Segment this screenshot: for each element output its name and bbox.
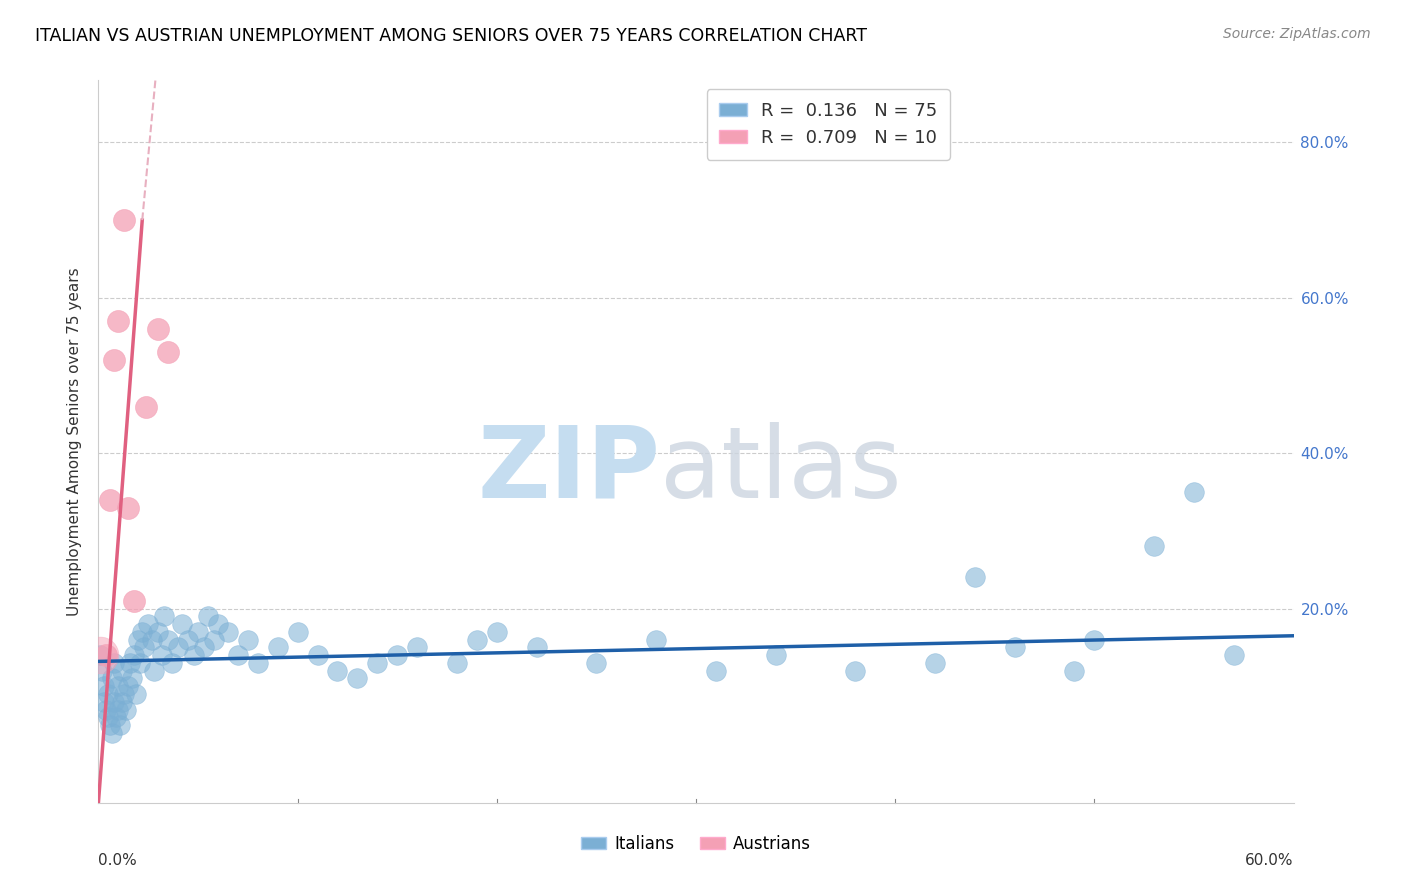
Point [645, 632, 668, 647]
Point [98, 492, 122, 507]
Point [236, 632, 259, 647]
Point [465, 632, 488, 647]
Point [150, 648, 173, 663]
Point [91, 664, 114, 678]
Point [93, 695, 115, 709]
Point [217, 624, 239, 639]
Text: 0.0%: 0.0% [98, 854, 138, 869]
Point [141, 632, 163, 647]
Point [129, 656, 152, 670]
Point [207, 617, 229, 632]
Point [287, 624, 309, 639]
Point [1223, 648, 1246, 663]
Point [704, 664, 727, 678]
Point [107, 702, 129, 716]
Text: 60.0%: 60.0% [1246, 854, 1294, 869]
Point [103, 353, 125, 368]
Point [121, 672, 143, 686]
Point [526, 640, 548, 655]
Point [1143, 540, 1166, 554]
Point [103, 656, 125, 670]
Point [406, 640, 429, 655]
Point [167, 640, 190, 655]
Point [97, 710, 120, 724]
Text: ITALIAN VS AUSTRIAN UNEMPLOYMENT AMONG SENIORS OVER 75 YEARS CORRELATION CHART: ITALIAN VS AUSTRIAN UNEMPLOYMENT AMONG S… [35, 27, 868, 45]
Point [127, 632, 149, 647]
Text: Source: ZipAtlas.com: Source: ZipAtlas.com [1223, 27, 1371, 41]
Point [485, 624, 508, 639]
Point [202, 632, 225, 647]
Text: atlas: atlas [661, 422, 901, 519]
Point [326, 664, 349, 678]
Point [346, 672, 368, 686]
Point [193, 640, 215, 655]
Point [1004, 640, 1026, 655]
Point [153, 609, 176, 624]
Y-axis label: Unemployment Among Seniors over 75 years: Unemployment Among Seniors over 75 years [67, 268, 83, 615]
Point [924, 656, 946, 670]
Point [136, 617, 159, 632]
Point [120, 656, 142, 670]
Point [107, 679, 129, 693]
Point [96, 648, 118, 663]
Point [844, 664, 866, 678]
Point [110, 718, 132, 732]
Point [105, 710, 128, 724]
Point [89, 648, 111, 663]
Point [93, 679, 115, 693]
Point [98, 718, 122, 732]
Point [177, 632, 200, 647]
Point [1083, 632, 1105, 647]
Point [1063, 664, 1085, 678]
Point [160, 656, 183, 670]
Point [148, 624, 170, 639]
Point [765, 648, 787, 663]
Text: ZIP: ZIP [477, 422, 661, 519]
Point [124, 648, 146, 663]
Point [89, 648, 111, 663]
Point [101, 726, 124, 740]
Point [183, 648, 205, 663]
Point [125, 687, 148, 701]
Point [115, 702, 138, 716]
Point [307, 648, 329, 663]
Point [197, 609, 219, 624]
Point [1182, 485, 1205, 500]
Point [97, 687, 120, 701]
Point [585, 656, 607, 670]
Point [187, 624, 209, 639]
Point [267, 640, 290, 655]
Point [117, 500, 139, 515]
Point [124, 594, 146, 608]
Point [135, 400, 157, 414]
Point [134, 640, 156, 655]
Point [157, 632, 180, 647]
Point [143, 664, 166, 678]
Point [385, 648, 409, 663]
Point [112, 213, 135, 227]
Point [111, 664, 134, 678]
Point [96, 702, 118, 716]
Point [117, 679, 139, 693]
Legend: Italians, Austrians: Italians, Austrians [575, 828, 817, 860]
Point [103, 695, 125, 709]
Point [366, 656, 388, 670]
Point [157, 345, 180, 359]
Point [226, 648, 249, 663]
Point [107, 314, 129, 328]
Point [111, 695, 134, 709]
Point [446, 656, 468, 670]
Point [172, 617, 194, 632]
Point [101, 672, 124, 686]
Point [112, 687, 135, 701]
Point [246, 656, 269, 670]
Point [963, 570, 986, 584]
Point [148, 322, 170, 336]
Point [131, 624, 153, 639]
